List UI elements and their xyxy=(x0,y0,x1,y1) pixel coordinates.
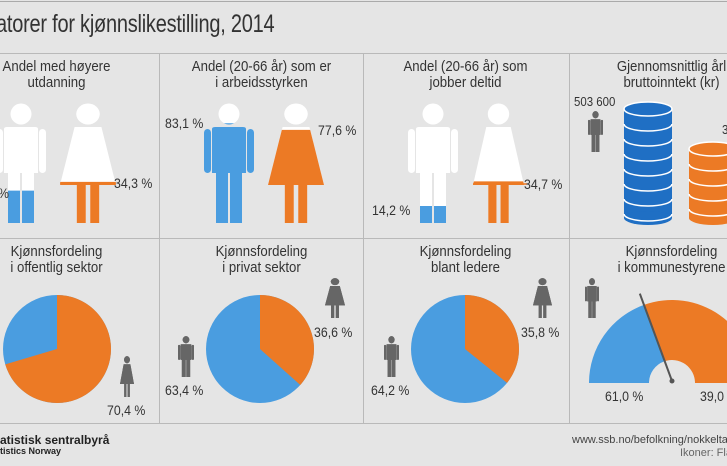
column-divider xyxy=(159,53,160,423)
icon-credit: Ikoner: Fla xyxy=(680,447,727,459)
pie-slice-female xyxy=(260,295,314,385)
male-income-label: 503 600 xyxy=(574,94,616,109)
title-line: i privat sektor xyxy=(222,259,301,276)
male-leaders-label: 64,2 % xyxy=(371,382,410,398)
pie-slice-female xyxy=(465,295,519,383)
pie-leaders xyxy=(411,295,519,403)
female-person-icon xyxy=(325,278,345,318)
male-person-icon xyxy=(588,111,603,152)
gauge-segment-male xyxy=(589,304,665,383)
male-figure-icon xyxy=(408,103,458,223)
ssb-logo-text-en: tistics Norway xyxy=(0,446,62,456)
female-education-label: 34,3 % xyxy=(114,175,153,191)
female-leaders-label: 35,8 % xyxy=(521,324,560,340)
title-line: jobber deltid xyxy=(429,74,502,91)
female-figure-icon xyxy=(268,103,325,223)
ssb-logo-text: atistisk sentralbyrå xyxy=(0,433,110,447)
female-parttime-label: 34,7 % xyxy=(524,176,563,192)
title-line: bruttoinntekt (kr) xyxy=(623,74,720,91)
title-line: Kjønnsfordeling xyxy=(10,243,103,260)
column-divider xyxy=(363,53,364,423)
cell-title-income: Gjennomsnittlig årl bruttoinntekt (kr) xyxy=(581,59,727,91)
cell-title-parttime: Andel (20-66 år) som jobber deltid xyxy=(375,59,555,91)
male-education-label: % xyxy=(0,185,9,201)
male-councils-label: 61,0 % xyxy=(605,388,644,404)
title-line: Kjønnsfordeling xyxy=(625,243,718,260)
female-person-icon xyxy=(533,278,552,318)
cell-title-workforce: Andel (20-66 år) som er i arbeidsstyrken xyxy=(171,59,351,91)
title-line: Andel (20-66 år) som er xyxy=(191,58,332,75)
page-title: atorer for kjønnslikestilling, 2014 xyxy=(0,10,275,38)
male-person-icon xyxy=(585,278,599,318)
pie-slice-female xyxy=(5,295,112,404)
title-line: Kjønnsfordeling xyxy=(419,243,512,260)
female-income-label: 3 xyxy=(722,122,727,137)
column-divider xyxy=(569,53,570,423)
cell-title-leaders: Kjønnsfordeling blant ledere xyxy=(375,244,555,276)
male-private-label: 63,4 % xyxy=(165,382,204,398)
male-parttime-label: 14,2 % xyxy=(372,202,411,218)
female-public-label: 70,4 % xyxy=(107,402,146,418)
male-figure-icon xyxy=(0,103,46,223)
female-figure-icon xyxy=(60,103,117,223)
top-border xyxy=(0,1,727,2)
grid-bottom-line xyxy=(0,423,727,424)
title-line: Andel (20-66 år) som xyxy=(403,58,528,75)
title-line: Andel med høyere xyxy=(2,58,111,75)
cell-title-public-sector: Kjønnsfordeling i offentlig sektor xyxy=(0,244,147,276)
title-line: i offentlig sektor xyxy=(10,259,103,276)
source-url-link[interactable]: www.ssb.no/befolkning/nokkeltall xyxy=(572,434,727,446)
female-person-icon xyxy=(120,356,134,397)
title-line: Gjennomsnittlig årl xyxy=(616,58,727,75)
cell-title-education: Andel med høyere utdanning xyxy=(0,59,147,91)
male-figure-icon xyxy=(204,103,254,223)
female-figure-icon xyxy=(473,103,524,223)
gauge-councils xyxy=(589,293,727,384)
male-workforce-label: 83,1 % xyxy=(165,115,204,131)
female-workforce-label: 77,6 % xyxy=(318,122,357,138)
gauge-needle xyxy=(638,293,673,382)
male-person-icon xyxy=(384,336,399,377)
cell-title-private-sector: Kjønnsfordeling i privat sektor xyxy=(171,244,351,276)
title-line: Kjønnsfordeling xyxy=(215,243,308,260)
title-line: utdanning xyxy=(27,74,86,91)
cell-title-councils: Kjønnsfordeling i kommunestyrene xyxy=(581,244,727,276)
gauge-pivot xyxy=(669,378,675,384)
male-person-icon xyxy=(178,336,194,377)
title-line: i kommunestyrene xyxy=(617,259,726,276)
pie-public-sector xyxy=(3,295,112,404)
coin-stack-icon-male xyxy=(623,101,673,225)
title-line: blant ledere xyxy=(431,259,500,276)
pie-private-sector xyxy=(206,295,314,403)
coin-stack-icon-female xyxy=(688,141,727,225)
female-councils-label: 39,0 xyxy=(700,388,724,404)
title-line: i arbeidsstyrken xyxy=(215,74,308,91)
female-private-label: 36,6 % xyxy=(314,324,353,340)
gauge-segment-female xyxy=(643,300,727,383)
